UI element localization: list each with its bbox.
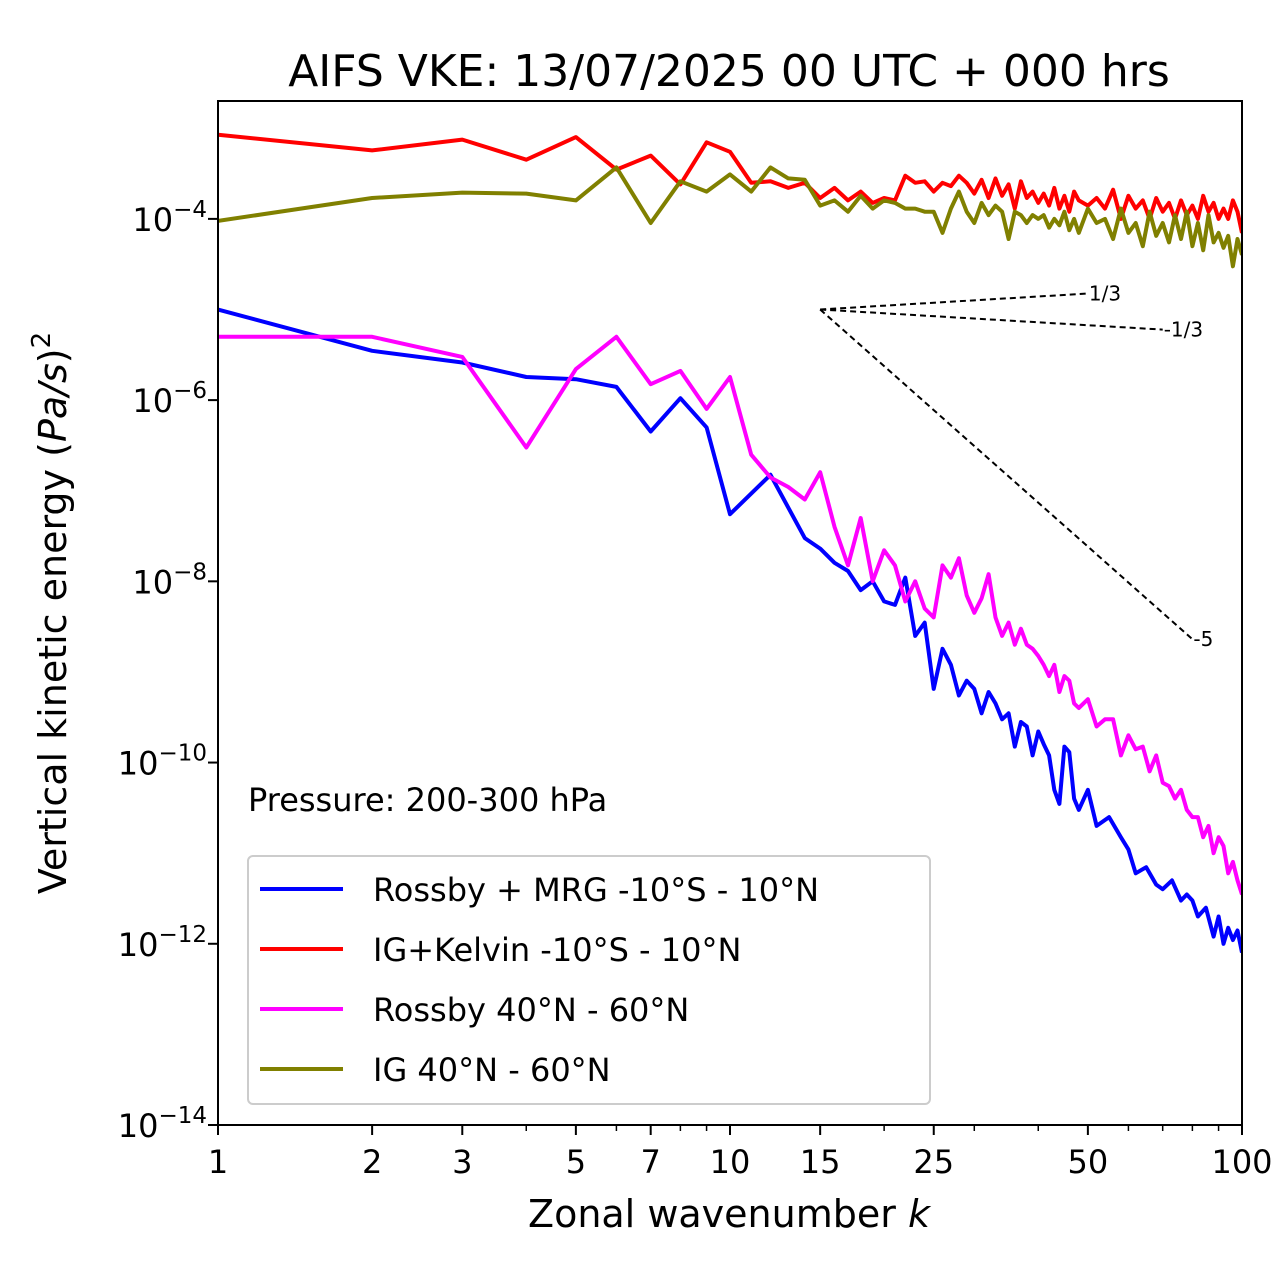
x-tick-label: 10 (710, 1143, 751, 1181)
legend-label: Rossby + MRG -10°S - 10°N (373, 871, 819, 909)
series-line-1 (218, 307, 1242, 953)
x-tick-label: 3 (452, 1143, 472, 1181)
y-axis-label: Vertical kinetic energy (Pa/s)2 (27, 332, 75, 894)
legend-label: IG+Kelvin -10°S - 10°N (373, 931, 741, 969)
legend-label: IG 40°N - 60°N (373, 1051, 611, 1089)
plot-frame (217, 100, 1243, 1126)
y-axis-ticks: 10−4 10−6 10−8 10−10 10−12 10−14 (118, 197, 218, 1145)
x-tick-label: 25 (913, 1143, 954, 1181)
x-tick-label: 1 (208, 1143, 228, 1181)
reference-line-2 (820, 308, 1163, 331)
x-tick-label: 50 (1068, 1143, 1109, 1181)
y-tick-label: 10−4 (132, 197, 207, 239)
series-line-3 (218, 334, 1242, 896)
pressure-annotation: Pressure: 200-300 hPa (248, 781, 607, 819)
chart-title: AIFS VKE: 13/07/2025 00 UTC + 000 hrs (288, 46, 1170, 97)
x-axis-ticks: 1 2 3 5 7 10 15 25 50 100 (208, 1125, 1273, 1181)
reference-slope-lines: 1/3 -1/3 -5 (819, 282, 1213, 651)
reference-line-1 (820, 292, 1088, 311)
x-axis-label: Zonal wavenumber k (528, 1192, 932, 1236)
y-tick-label: 10−12 (118, 922, 207, 964)
reference-line-label: -5 (1193, 627, 1213, 651)
y-tick-label: 10−8 (132, 559, 207, 601)
legend-box (247, 855, 931, 1105)
x-tick-label: 15 (800, 1143, 841, 1181)
series-line-2 (218, 132, 1242, 234)
x-tick-label: 5 (566, 1143, 586, 1181)
series-line-4 (218, 165, 1242, 269)
x-tick-label: 100 (1211, 1143, 1272, 1181)
x-tick-label: 2 (362, 1143, 382, 1181)
series-layer (218, 132, 1242, 953)
x-tick-label: 7 (641, 1143, 661, 1181)
reference-line-label: 1/3 (1089, 282, 1121, 306)
reference-line-3 (819, 308, 1194, 640)
reference-line-label: -1/3 (1164, 318, 1203, 342)
legend: Rossby + MRG -10°S - 10°N IG+Kelvin -10°S… (247, 855, 931, 1105)
legend-label: Rossby 40°N - 60°N (373, 991, 689, 1029)
y-tick-label: 10−10 (118, 741, 207, 783)
y-tick-label: 10−6 (132, 378, 207, 420)
y-tick-label: 10−14 (118, 1103, 207, 1145)
